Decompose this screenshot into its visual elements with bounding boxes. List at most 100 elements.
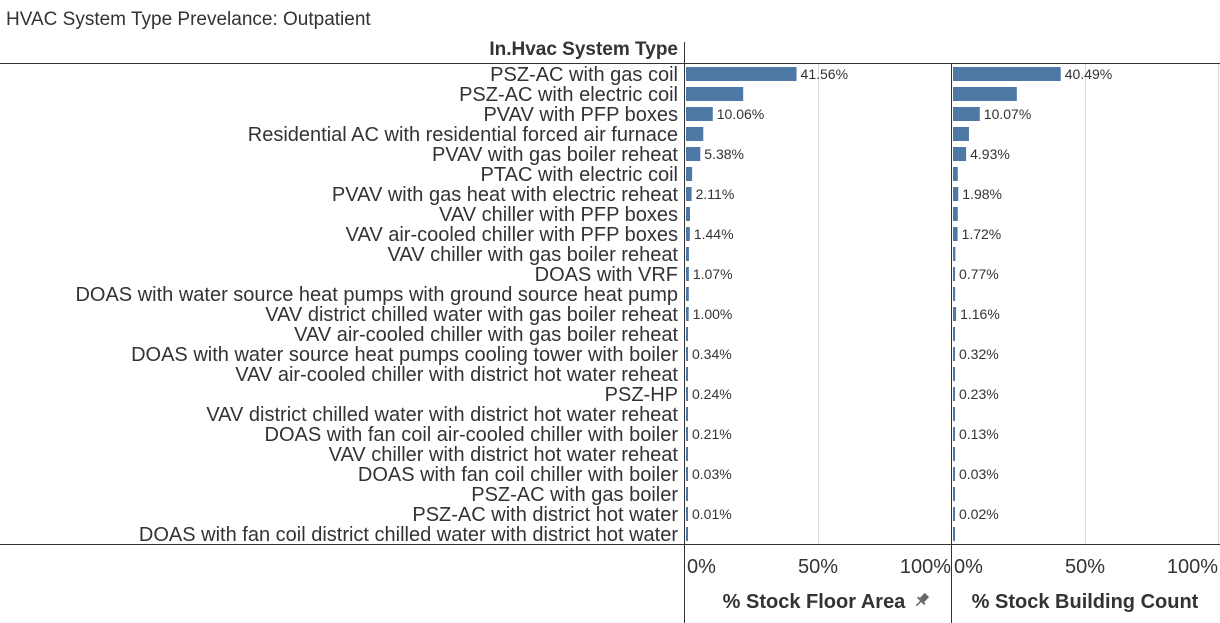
category-label: Residential AC with residential forced a… xyxy=(248,124,678,146)
chart-title: HVAC System Type Prevelance: Outpatient xyxy=(6,9,371,30)
bar-series-2 xyxy=(953,487,955,501)
bar-series-2 xyxy=(953,507,955,521)
bar-series-1 xyxy=(686,207,690,221)
bar-series-2 xyxy=(953,267,956,281)
bar-series-1 xyxy=(686,67,797,81)
pin-icon-collar xyxy=(917,596,926,605)
bar-series-2 xyxy=(953,87,1017,101)
bar-series-2 xyxy=(953,287,956,301)
bar-series-1 xyxy=(686,467,688,481)
axis-title-1: % Stock Floor Area xyxy=(723,591,907,613)
category-label: DOAS with fan coil district chilled wate… xyxy=(139,524,678,546)
data-label: 1.44% xyxy=(694,226,734,242)
bar-series-1 xyxy=(686,487,688,501)
data-label: 41.56% xyxy=(801,66,848,82)
bar-series-2 xyxy=(953,407,955,421)
category-label: PSZ-AC with gas boiler xyxy=(471,484,678,506)
bar-series-1 xyxy=(686,267,689,281)
category-label: VAV district chilled water with district… xyxy=(206,404,678,426)
row-header: In.Hvac System Type xyxy=(489,39,678,60)
category-label: VAV chiller with district hot water rehe… xyxy=(329,444,679,466)
data-label: 0.34% xyxy=(692,346,732,362)
bar-series-2 xyxy=(953,347,955,361)
tick-label-2: 100% xyxy=(1167,556,1218,578)
data-label: 10.07% xyxy=(984,106,1031,122)
bar-series-1 xyxy=(686,527,688,541)
data-label: 0.24% xyxy=(692,386,732,402)
data-label: 0.03% xyxy=(959,466,999,482)
bar-series-1 xyxy=(686,87,744,101)
bar-series-1 xyxy=(686,367,688,381)
tick-label-1: 0% xyxy=(687,556,716,578)
category-label: DOAS with VRF xyxy=(535,264,678,286)
bar-series-1 xyxy=(686,327,688,341)
tick-label-2: 0% xyxy=(954,556,983,578)
data-label: 4.93% xyxy=(970,146,1010,162)
data-label: 1.07% xyxy=(693,266,733,282)
bar-series-1 xyxy=(686,247,689,261)
axis-title-2: % Stock Building Count xyxy=(972,591,1199,613)
bar-series-1 xyxy=(686,187,692,201)
data-label: 5.38% xyxy=(704,146,744,162)
category-label: VAV chiller with gas boiler reheat xyxy=(387,244,678,266)
category-label: DOAS with water source heat pumps coolin… xyxy=(131,344,678,366)
category-label: DOAS with fan coil chiller with boiler xyxy=(358,464,678,486)
pin-icon-needle xyxy=(915,600,922,607)
bar-series-2 xyxy=(953,187,959,201)
bar-series-2 xyxy=(953,147,967,161)
category-label: PVAV with gas boiler reheat xyxy=(432,144,678,166)
data-label: 0.23% xyxy=(959,386,999,402)
data-label: 1.16% xyxy=(960,306,1000,322)
data-label: 0.32% xyxy=(959,346,999,362)
data-label: 0.13% xyxy=(959,426,999,442)
bar-series-2 xyxy=(953,167,958,181)
bar-series-2 xyxy=(953,387,955,401)
bar-series-2 xyxy=(953,467,955,481)
data-label: 1.00% xyxy=(693,306,733,322)
tick-label-1: 50% xyxy=(798,556,838,578)
bar-series-1 xyxy=(686,447,688,461)
data-label: 2.11% xyxy=(696,186,735,202)
bar-series-1 xyxy=(686,147,701,161)
category-label: VAV air-cooled chiller with district hot… xyxy=(235,364,678,386)
category-label: VAV district chilled water with gas boil… xyxy=(265,304,678,326)
bar-series-2 xyxy=(953,307,957,321)
bar-series-2 xyxy=(953,127,969,141)
data-label: 40.49% xyxy=(1065,66,1112,82)
bar-series-1 xyxy=(686,287,689,301)
data-label: 0.01% xyxy=(692,506,732,522)
data-label: 1.72% xyxy=(962,226,1002,242)
pin-icon xyxy=(915,592,930,607)
pin-icon-head xyxy=(919,592,930,603)
category-label: DOAS with fan coil air-cooled chiller wi… xyxy=(265,424,679,446)
bar-series-1 xyxy=(686,307,689,321)
data-label: 0.77% xyxy=(959,266,999,282)
bar-series-2 xyxy=(953,327,955,341)
data-label: 0.21% xyxy=(692,426,732,442)
bar-series-1 xyxy=(686,507,688,521)
category-label: PSZ-AC with gas coil xyxy=(490,64,678,86)
category-label: DOAS with water source heat pumps with g… xyxy=(75,284,678,306)
bar-series-1 xyxy=(686,127,704,141)
bar-series-1 xyxy=(686,107,713,121)
category-label: PSZ-AC with electric coil xyxy=(459,84,678,106)
bar-series-1 xyxy=(686,227,690,241)
category-label: VAV chiller with PFP boxes xyxy=(439,204,678,226)
category-label: PTAC with electric coil xyxy=(481,164,678,186)
bar-series-2 xyxy=(953,367,955,381)
tick-label-1: 100% xyxy=(900,556,951,578)
bar-series-1 xyxy=(686,387,688,401)
bar-series-2 xyxy=(953,427,955,441)
data-label: 1.98% xyxy=(962,186,1002,202)
data-label: 0.03% xyxy=(692,466,732,482)
category-label: PVAV with PFP boxes xyxy=(483,104,678,126)
bar-series-2 xyxy=(953,447,955,461)
bar-series-2 xyxy=(953,67,1061,81)
bar-series-1 xyxy=(686,167,693,181)
bar-series-2 xyxy=(953,247,956,261)
bar-series-1 xyxy=(686,427,688,441)
grid-layer xyxy=(818,64,1219,544)
bar-series-1 xyxy=(686,407,688,421)
